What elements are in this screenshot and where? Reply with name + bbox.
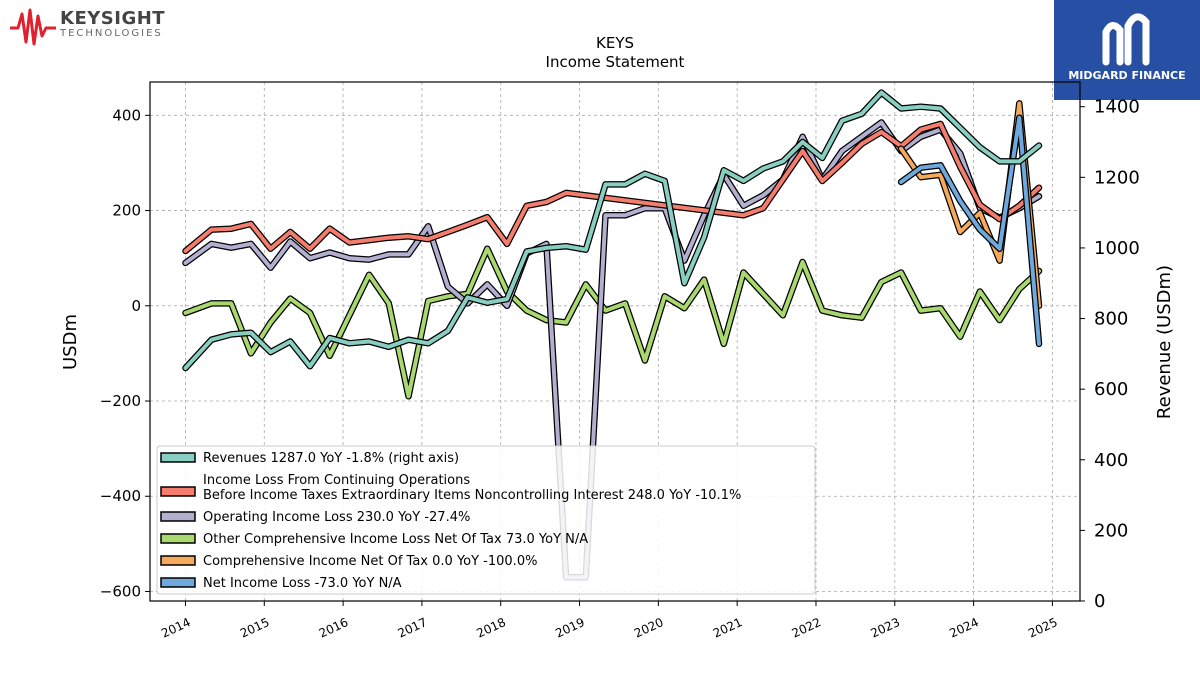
- x-tick-label: 2017: [396, 615, 430, 641]
- x-tick-label: 2023: [868, 615, 902, 641]
- legend-swatch: [160, 533, 196, 544]
- y2-axis-label: Revenue (USDm): [1154, 265, 1175, 419]
- y2-tick-label: 1000: [1094, 238, 1140, 259]
- legend-label: Comprehensive Income Net Of Tax 0.0 YoY …: [203, 554, 537, 569]
- brand-name: KEYSIGHT: [60, 8, 166, 29]
- x-tick-label: 2019: [553, 615, 587, 641]
- y-tick-label: −600: [100, 582, 141, 600]
- legend-label: Revenues 1287.0 YoY -1.8% (right axis): [203, 451, 459, 466]
- y-tick-label: 200: [112, 202, 141, 220]
- series-3: [182, 245, 1043, 400]
- legend-label: Other Comprehensive Income Loss Net Of T…: [203, 532, 588, 547]
- legend: Revenues 1287.0 YoY -1.8% (right axis) In…: [156, 445, 816, 595]
- series-line: [183, 90, 1041, 370]
- badge-name: MIDGARD FINANCE: [1068, 69, 1186, 82]
- y2-tick-label: 400: [1094, 450, 1128, 471]
- y-tick-label: 400: [112, 106, 141, 124]
- legend-box: [156, 445, 816, 595]
- y2-tick-label: 600: [1094, 379, 1128, 400]
- x-tick-label: 2016: [317, 615, 351, 641]
- x-tick-label: 2018: [474, 615, 508, 641]
- legend-swatch: [160, 452, 196, 463]
- x-tick-label: 2021: [711, 615, 745, 641]
- y-tick-label: 0: [131, 297, 141, 315]
- x-tick-label: 2022: [790, 615, 824, 641]
- legend-swatch: [160, 577, 196, 588]
- y2-tick-label: 800: [1094, 309, 1128, 330]
- y-axis-label: USDm: [60, 314, 81, 370]
- legend-swatch: [160, 511, 196, 522]
- keysight-wave-icon: [10, 8, 56, 46]
- chart-subtitle: Income Statement: [546, 53, 685, 71]
- series-layer: [182, 89, 1043, 581]
- series-line: [183, 246, 1041, 399]
- legend-swatch: [160, 486, 196, 497]
- plot-frame: [149, 81, 1081, 602]
- midgard-finance-logo: MIDGARD FINANCE: [1054, 0, 1200, 100]
- y2-tick-label: 0: [1094, 591, 1105, 612]
- chart-title: KEYS: [596, 34, 634, 52]
- series-1: [182, 120, 1043, 255]
- y-tick-label: −400: [100, 487, 141, 505]
- y2-tick-label: 1400: [1094, 97, 1140, 118]
- series-line: [899, 115, 1041, 346]
- legend-label: Operating Income Loss 230.0 YoY -27.4%: [203, 510, 470, 525]
- series-line: [183, 121, 1041, 253]
- keysight-logo: KEYSIGHT TECHNOLOGIES: [8, 6, 178, 46]
- x-tick-label: 2014: [159, 615, 193, 641]
- series-5: [897, 114, 1043, 348]
- x-tick-label: 2025: [1026, 615, 1060, 641]
- legend-label: Before Income Taxes Extraordinary Items …: [203, 488, 741, 503]
- legend-label: Income Loss From Continuing Operations: [203, 473, 470, 488]
- x-tick-label: 2020: [632, 615, 666, 641]
- y-tick-label: −200: [100, 392, 141, 410]
- y2-tick-label: 200: [1094, 520, 1128, 541]
- legend-swatch: [160, 555, 196, 566]
- x-tick-label: 2015: [238, 615, 272, 641]
- x-tick-label: 2024: [947, 615, 981, 641]
- series-0: [182, 89, 1043, 372]
- y2-tick-label: 1200: [1094, 167, 1140, 188]
- midgard-monogram-icon: [1102, 13, 1150, 66]
- legend-label: Net Income Loss -73.0 YoY N/A: [203, 576, 402, 591]
- brand-subtitle: TECHNOLOGIES: [60, 28, 163, 39]
